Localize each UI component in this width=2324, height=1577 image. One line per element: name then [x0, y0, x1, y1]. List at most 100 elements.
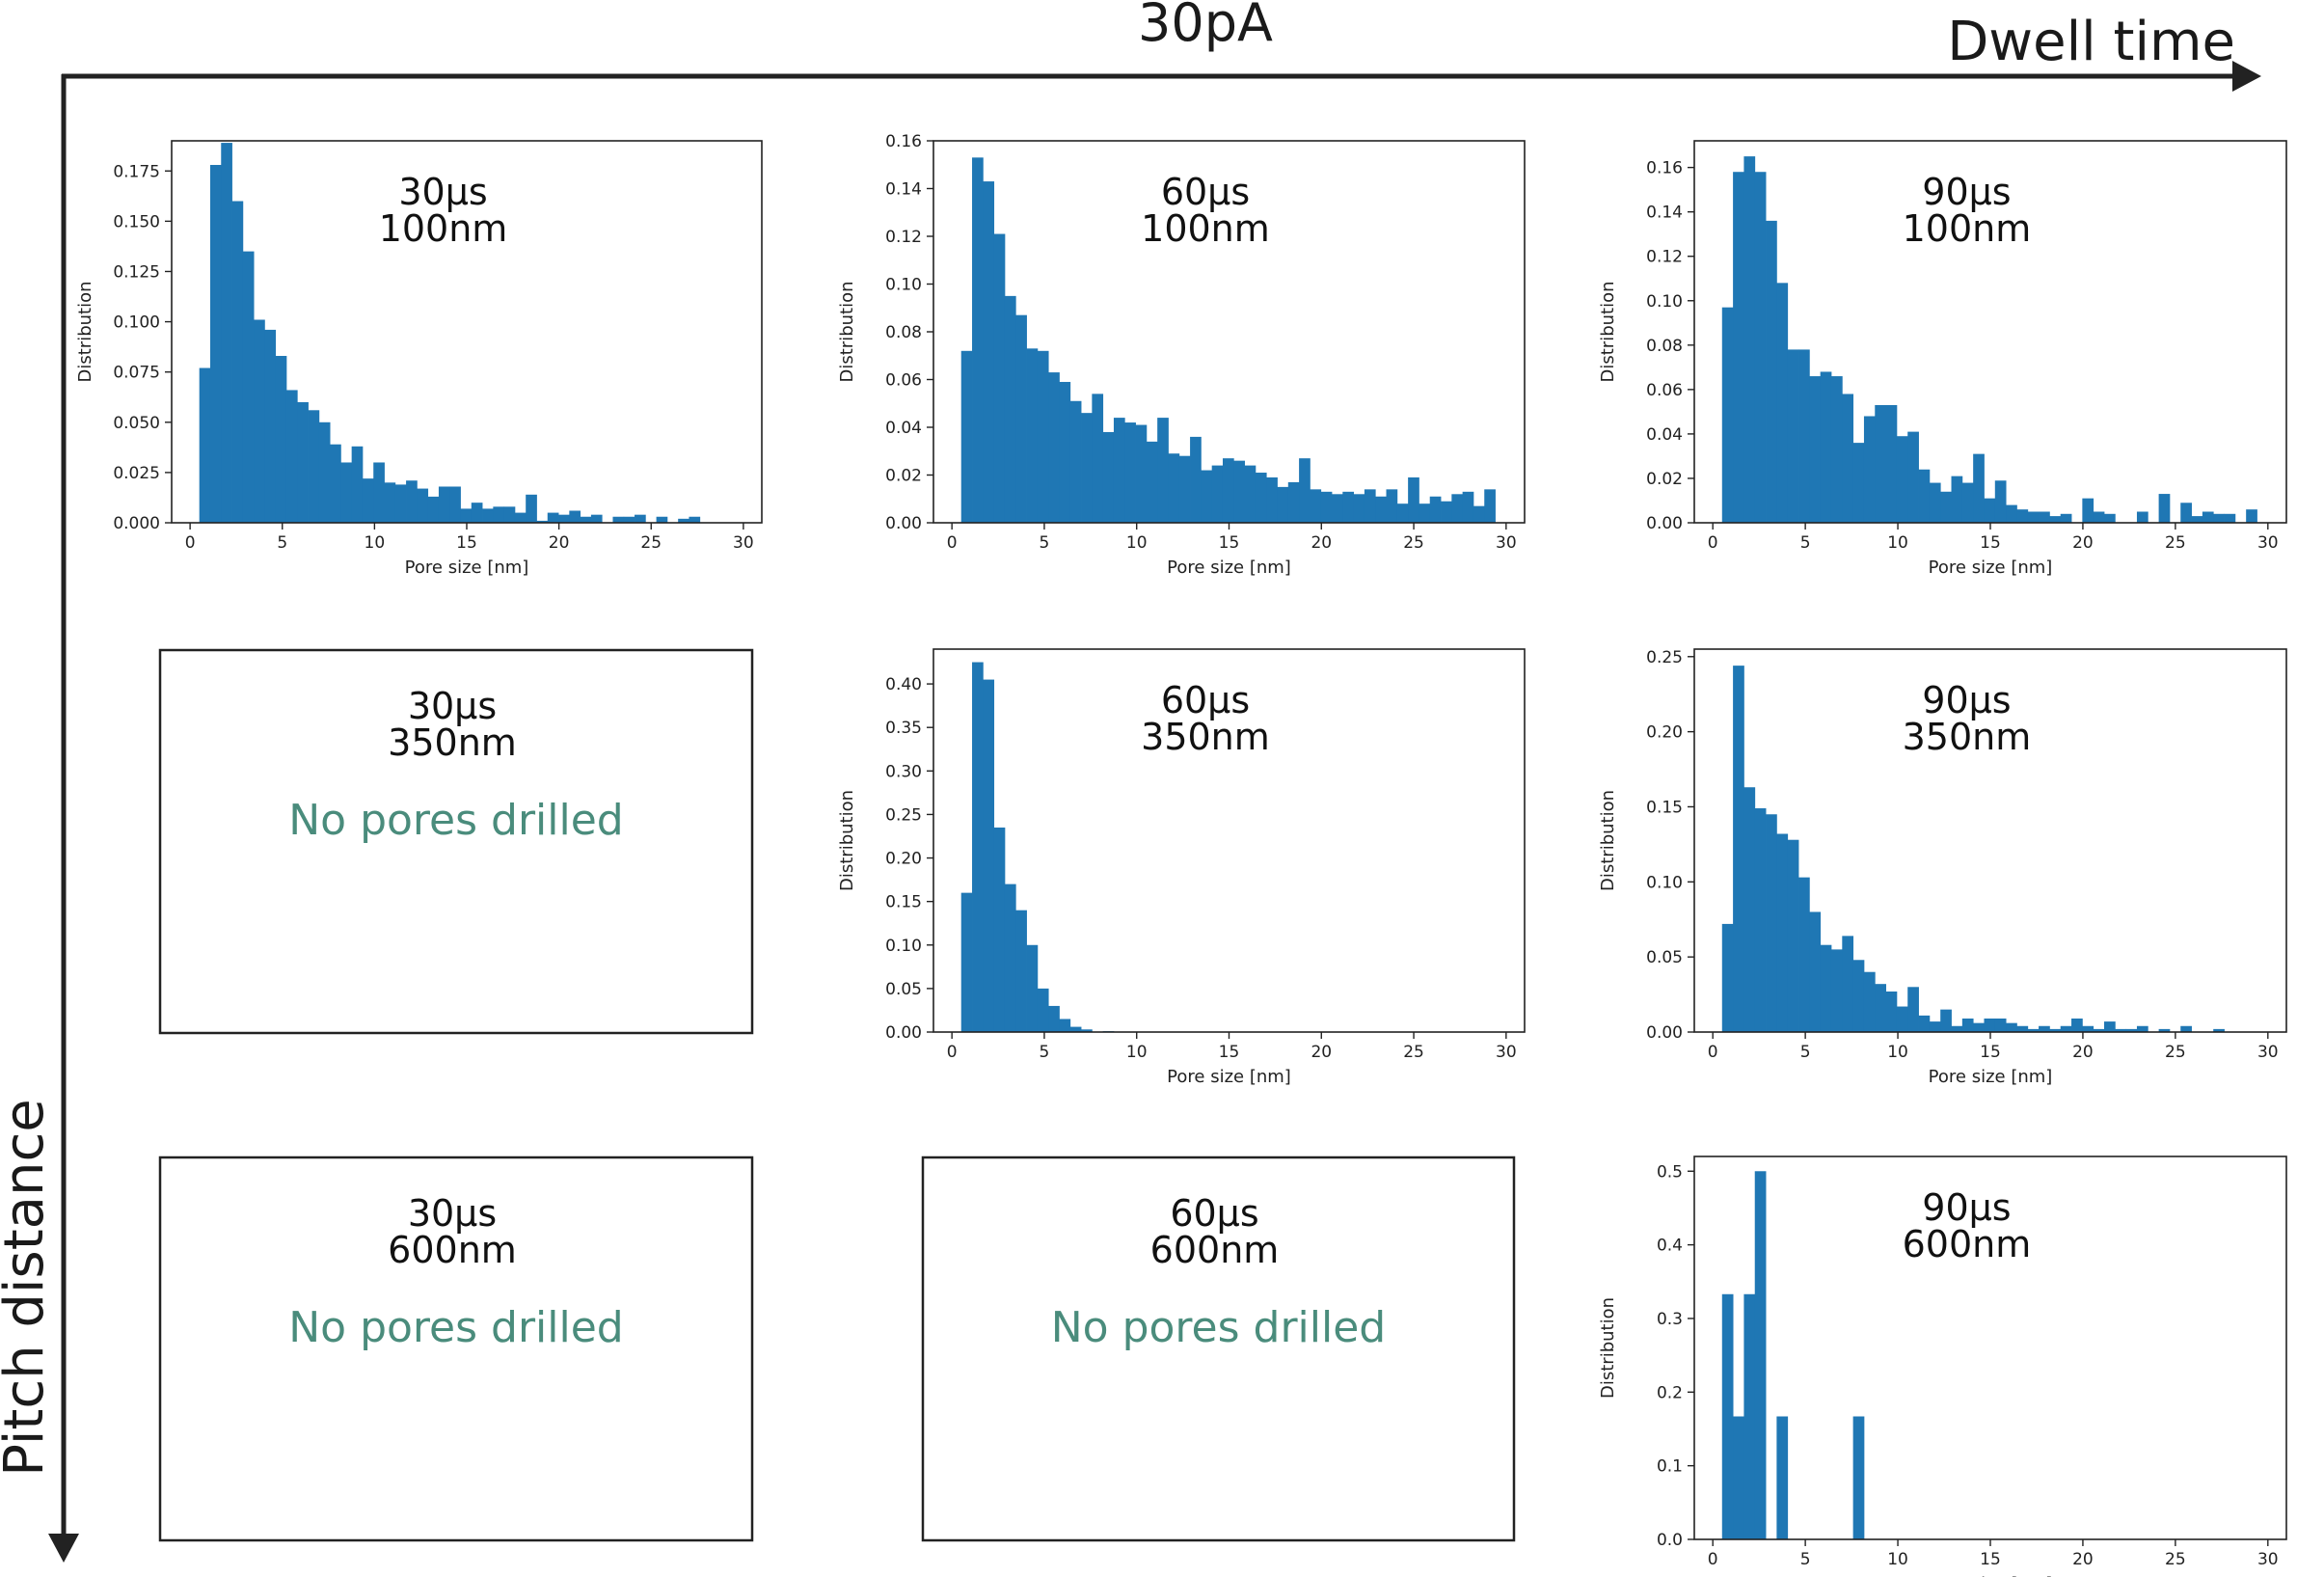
histogram-bar [1211, 465, 1224, 523]
histogram-bar [2060, 513, 2072, 523]
histogram-bar [590, 514, 603, 523]
histogram-bar [993, 827, 1006, 1032]
panel-pitch-label: 350nm [1141, 716, 1270, 758]
y-tick-label: 0.15 [1646, 798, 1683, 817]
y-tick-label: 0.0 [1657, 1531, 1683, 1550]
histogram-bar [2016, 1025, 2029, 1032]
histogram-bar [2006, 1022, 2017, 1032]
histogram-bars [1721, 156, 2257, 524]
histogram-bar [1798, 349, 1810, 523]
y-tick-label: 0.16 [1646, 159, 1683, 178]
y-tick-label: 0.175 [113, 162, 160, 181]
histogram-bar [1190, 436, 1202, 523]
panel-1-2: 0 5 10 15 20 25 30 0.00 0.02 0.04 0.06 0.08 0.10 0.12… [837, 132, 1526, 578]
histogram-bar [318, 421, 331, 523]
histogram-bar [1081, 1029, 1093, 1032]
histogram-bar [384, 482, 396, 523]
histogram-bar [1222, 458, 1234, 523]
y-tick-label: 0.20 [885, 850, 922, 869]
histogram-bar [1168, 453, 1180, 523]
histogram-bar [1787, 839, 1799, 1032]
histogram-bar [285, 390, 298, 523]
histogram-bar [1419, 503, 1431, 523]
histogram-bar [2213, 513, 2225, 523]
histogram-bar [330, 444, 341, 523]
pitch-distance-arrow-head [48, 1534, 79, 1563]
histogram-bar [1462, 491, 1474, 523]
histogram-bar [1754, 1171, 1767, 1539]
histogram-bar [1820, 371, 1832, 523]
panel-frame [158, 648, 754, 1035]
y-tick-label: 0.3 [1657, 1310, 1683, 1329]
panel-dwell-label: 60μs [1161, 679, 1250, 721]
x-tick-label: 5 [1040, 1043, 1050, 1062]
histogram-bars [199, 143, 701, 524]
panel-frame [921, 1156, 1516, 1542]
histogram-bar [1277, 486, 1289, 523]
y-tick-label: 0.35 [885, 719, 922, 738]
histogram-bar [689, 516, 701, 523]
histogram-bar [1929, 1021, 1941, 1032]
y-tick-label: 0.000 [113, 514, 160, 533]
y-tick-label: 0.02 [885, 467, 922, 486]
histogram-bar [406, 480, 418, 523]
y-tick-label: 0.050 [113, 414, 160, 433]
histogram-bar [1918, 469, 1931, 523]
histogram-bar [340, 462, 353, 523]
histogram-bar [2016, 509, 2029, 523]
histogram-bar [1940, 1009, 1952, 1032]
histogram-bar [1809, 376, 1822, 523]
histogram-bar [2191, 516, 2203, 523]
x-tick-label: 5 [1800, 533, 1811, 553]
histogram-bar [1830, 376, 1843, 523]
histogram-bar [2115, 1028, 2127, 1032]
y-tick-label: 0.00 [1646, 1023, 1683, 1043]
histogram-bar [1375, 496, 1387, 523]
histogram-bar [612, 516, 625, 523]
y-tick-label: 0.05 [885, 980, 922, 999]
histogram-bar [1178, 455, 1191, 523]
histogram-bar [1124, 422, 1136, 523]
histogram-bar [1766, 814, 1777, 1032]
y-tick-label: 0.25 [885, 805, 922, 825]
histogram-bar [983, 679, 995, 1032]
histogram-bar [1984, 498, 1996, 523]
histogram-bar [438, 486, 450, 523]
histogram-bar [2093, 1028, 2105, 1032]
panel-dwell-label: 60μs [1170, 1192, 1258, 1235]
histogram-bar [1157, 418, 1169, 523]
histogram-bar [1310, 489, 1322, 523]
histogram-bar [460, 508, 473, 523]
histogram-bar [1863, 416, 1876, 523]
panel-2-2: 0 5 10 15 20 25 30 0.00 0.05 0.10 0.15 0.20 0.25 0.30… [837, 648, 1526, 1087]
x-tick-label: 20 [2072, 1550, 2094, 1569]
histogram-bar [1386, 489, 1398, 523]
histogram-bar [1473, 505, 1485, 523]
x-tick-label: 30 [2257, 1550, 2279, 1569]
histogram-bar [1961, 1018, 1974, 1032]
x-tick-label: 30 [1496, 533, 1517, 553]
y-axis-title: Distribution [837, 281, 857, 382]
y-tick-label: 0.075 [113, 364, 160, 383]
y-tick-label: 0.40 [885, 675, 922, 694]
histogram-bar [2136, 511, 2148, 523]
histogram-bar [2158, 494, 2171, 523]
histogram-bar [417, 488, 429, 523]
histogram-bar [1004, 884, 1016, 1032]
y-tick-label: 0.00 [1646, 514, 1683, 533]
y-tick-label: 0.025 [113, 464, 160, 483]
histogram-bar [526, 494, 537, 523]
histogram-bar [1092, 394, 1104, 523]
histogram-bar [1069, 400, 1082, 523]
y-tick-label: 0.00 [885, 1023, 922, 1043]
histogram-bar [678, 518, 689, 523]
x-tick-label: 15 [1980, 1550, 2001, 1569]
histogram-bar [1451, 494, 1464, 523]
y-tick-label: 0.30 [885, 762, 922, 781]
histogram-bar [1026, 348, 1039, 523]
histogram-bar [1733, 666, 1744, 1032]
histogram-bar [2136, 1025, 2148, 1032]
histogram-bar [1973, 1022, 1985, 1032]
histogram-bar [449, 486, 461, 523]
